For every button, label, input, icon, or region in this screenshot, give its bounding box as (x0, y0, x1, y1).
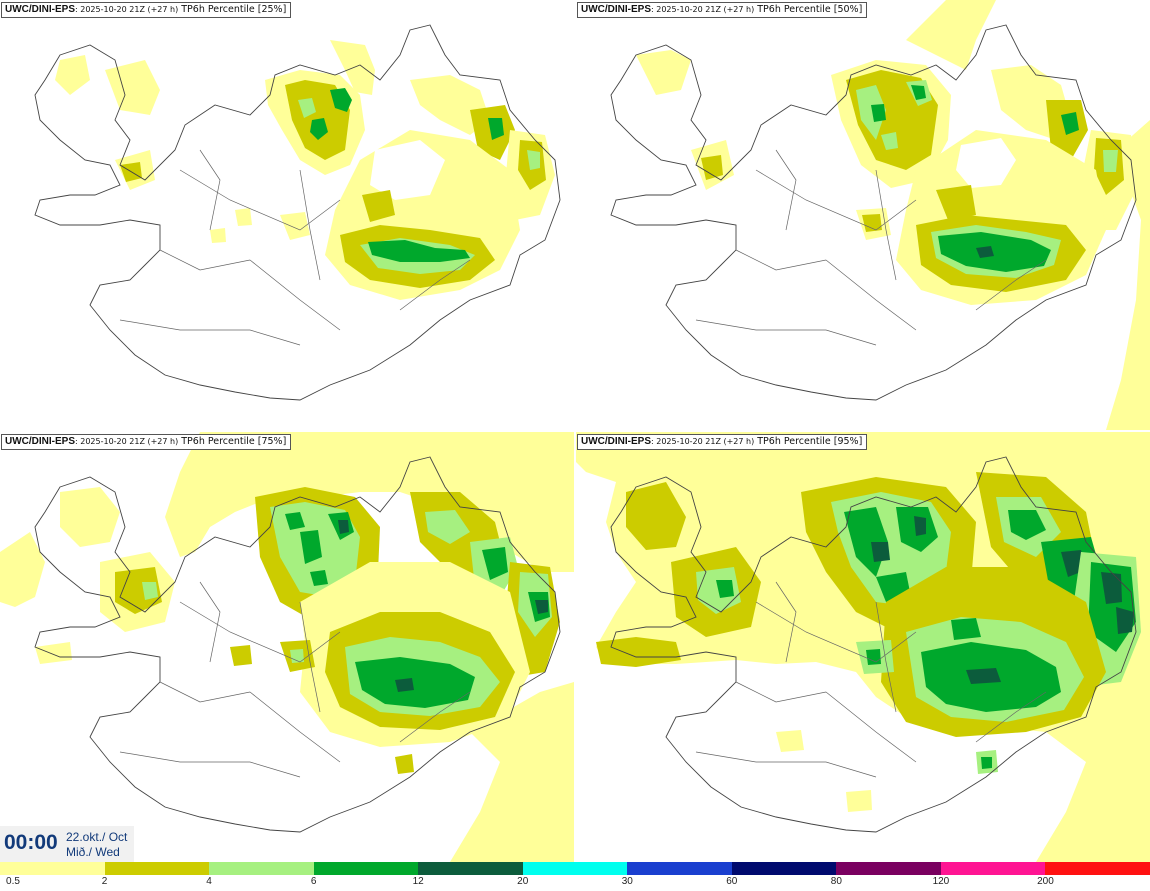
precip-map (576, 432, 1150, 862)
panel-label: UWC/DINI-EPS: 2025-10-20 21Z (+27 h) TP6… (577, 434, 868, 450)
field-title: TP6h Percentile [95%] (754, 436, 863, 447)
legend-swatch (836, 862, 941, 875)
legend-tick-label: 120 (932, 876, 950, 887)
legend-tick-label: 6 (310, 876, 317, 887)
legend-tick-label: 20 (517, 876, 529, 887)
color-legend: 0.5 2 4 6 12 20 30 60 80 120 200 (0, 862, 1150, 891)
precip-map (610, 0, 1150, 430)
model-name: UWC/DINI-EPS (581, 4, 651, 15)
legend-swatch (1045, 862, 1150, 875)
field-title: TP6h Percentile [75%] (178, 436, 287, 447)
legend-swatch (627, 862, 732, 875)
legend-ticks: 0.5 2 4 6 12 20 30 60 80 120 200 (0, 875, 1150, 891)
legend-swatches (0, 862, 1150, 875)
legend-swatch (522, 862, 628, 875)
legend-swatch (940, 862, 1046, 875)
legend-swatch (0, 862, 105, 875)
valid-time-box: 00:00 22.okt./ Oct Mið./ Wed (0, 826, 134, 862)
run-time: : 2025-10-20 21Z (+27 h) (651, 437, 755, 446)
legend-tick-label: 80 (830, 876, 842, 887)
panel-label: UWC/DINI-EPS: 2025-10-20 21Z (+27 h) TP6… (1, 434, 292, 450)
legend-swatch (209, 862, 314, 875)
panel-divider-horizontal (0, 430, 1150, 432)
run-time: : 2025-10-20 21Z (+27 h) (651, 5, 755, 14)
run-time: : 2025-10-20 21Z (+27 h) (75, 5, 179, 14)
field-title: TP6h Percentile [25%] (178, 4, 287, 15)
run-time: : 2025-10-20 21Z (+27 h) (75, 437, 179, 446)
legend-tick-label: 30 (621, 876, 633, 887)
map-panel-75: UWC/DINI-EPS: 2025-10-20 21Z (+27 h) TP6… (0, 432, 574, 862)
field-title: TP6h Percentile [50%] (754, 4, 863, 15)
panel-label: UWC/DINI-EPS: 2025-10-20 21Z (+27 h) TP6… (1, 2, 292, 18)
valid-date: 22.okt./ Oct (66, 830, 128, 844)
legend-tick-label: 0.5 (6, 876, 20, 887)
map-panel-50: UWC/DINI-EPS: 2025-10-20 21Z (+27 h) TP6… (576, 0, 1150, 430)
legend-tick-label: 60 (726, 876, 738, 887)
map-panel-95: UWC/DINI-EPS: 2025-10-20 21Z (+27 h) TP6… (576, 432, 1150, 862)
valid-weekday: Mið./ Wed (66, 845, 120, 859)
legend-swatch (104, 862, 210, 875)
map-panel-25: UWC/DINI-EPS: 2025-10-20 21Z (+27 h) TP6… (0, 0, 574, 430)
precip-map (0, 432, 574, 862)
model-name: UWC/DINI-EPS (581, 436, 651, 447)
legend-swatch (731, 862, 837, 875)
legend-tick-label: 2 (101, 876, 108, 887)
panel-label: UWC/DINI-EPS: 2025-10-20 21Z (+27 h) TP6… (577, 2, 868, 18)
model-name: UWC/DINI-EPS (5, 436, 75, 447)
precip-map (34, 24, 561, 401)
model-name: UWC/DINI-EPS (5, 4, 75, 15)
legend-tick-label: 12 (412, 876, 424, 887)
valid-time: 00:00 (4, 831, 58, 854)
legend-swatch (313, 862, 419, 875)
legend-tick-label: 200 (1037, 876, 1054, 887)
legend-swatch (418, 862, 523, 875)
legend-tick-label: 4 (206, 876, 212, 887)
